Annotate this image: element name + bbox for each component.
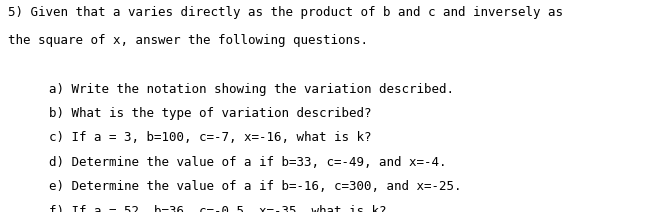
Text: d) Determine the value of a if b=33, c=-49, and x=-4.: d) Determine the value of a if b=33, c=-… [49,156,446,169]
Text: c) If a = 3, b=100, c=-7, x=-16, what is k?: c) If a = 3, b=100, c=-7, x=-16, what is… [49,131,371,144]
Text: the square of x, answer the following questions.: the square of x, answer the following qu… [8,34,367,47]
Text: a) Write the notation showing the variation described.: a) Write the notation showing the variat… [49,83,454,96]
Text: f) If a = 52, b=36, c=-0.5, x=-35, what is k?: f) If a = 52, b=36, c=-0.5, x=-35, what … [49,205,386,212]
Text: b) What is the type of variation described?: b) What is the type of variation describ… [49,107,371,120]
Text: 5) Given that a varies directly as the product of b and c and inversely as: 5) Given that a varies directly as the p… [8,6,563,19]
Text: e) Determine the value of a if b=-16, c=300, and x=-25.: e) Determine the value of a if b=-16, c=… [49,180,461,193]
